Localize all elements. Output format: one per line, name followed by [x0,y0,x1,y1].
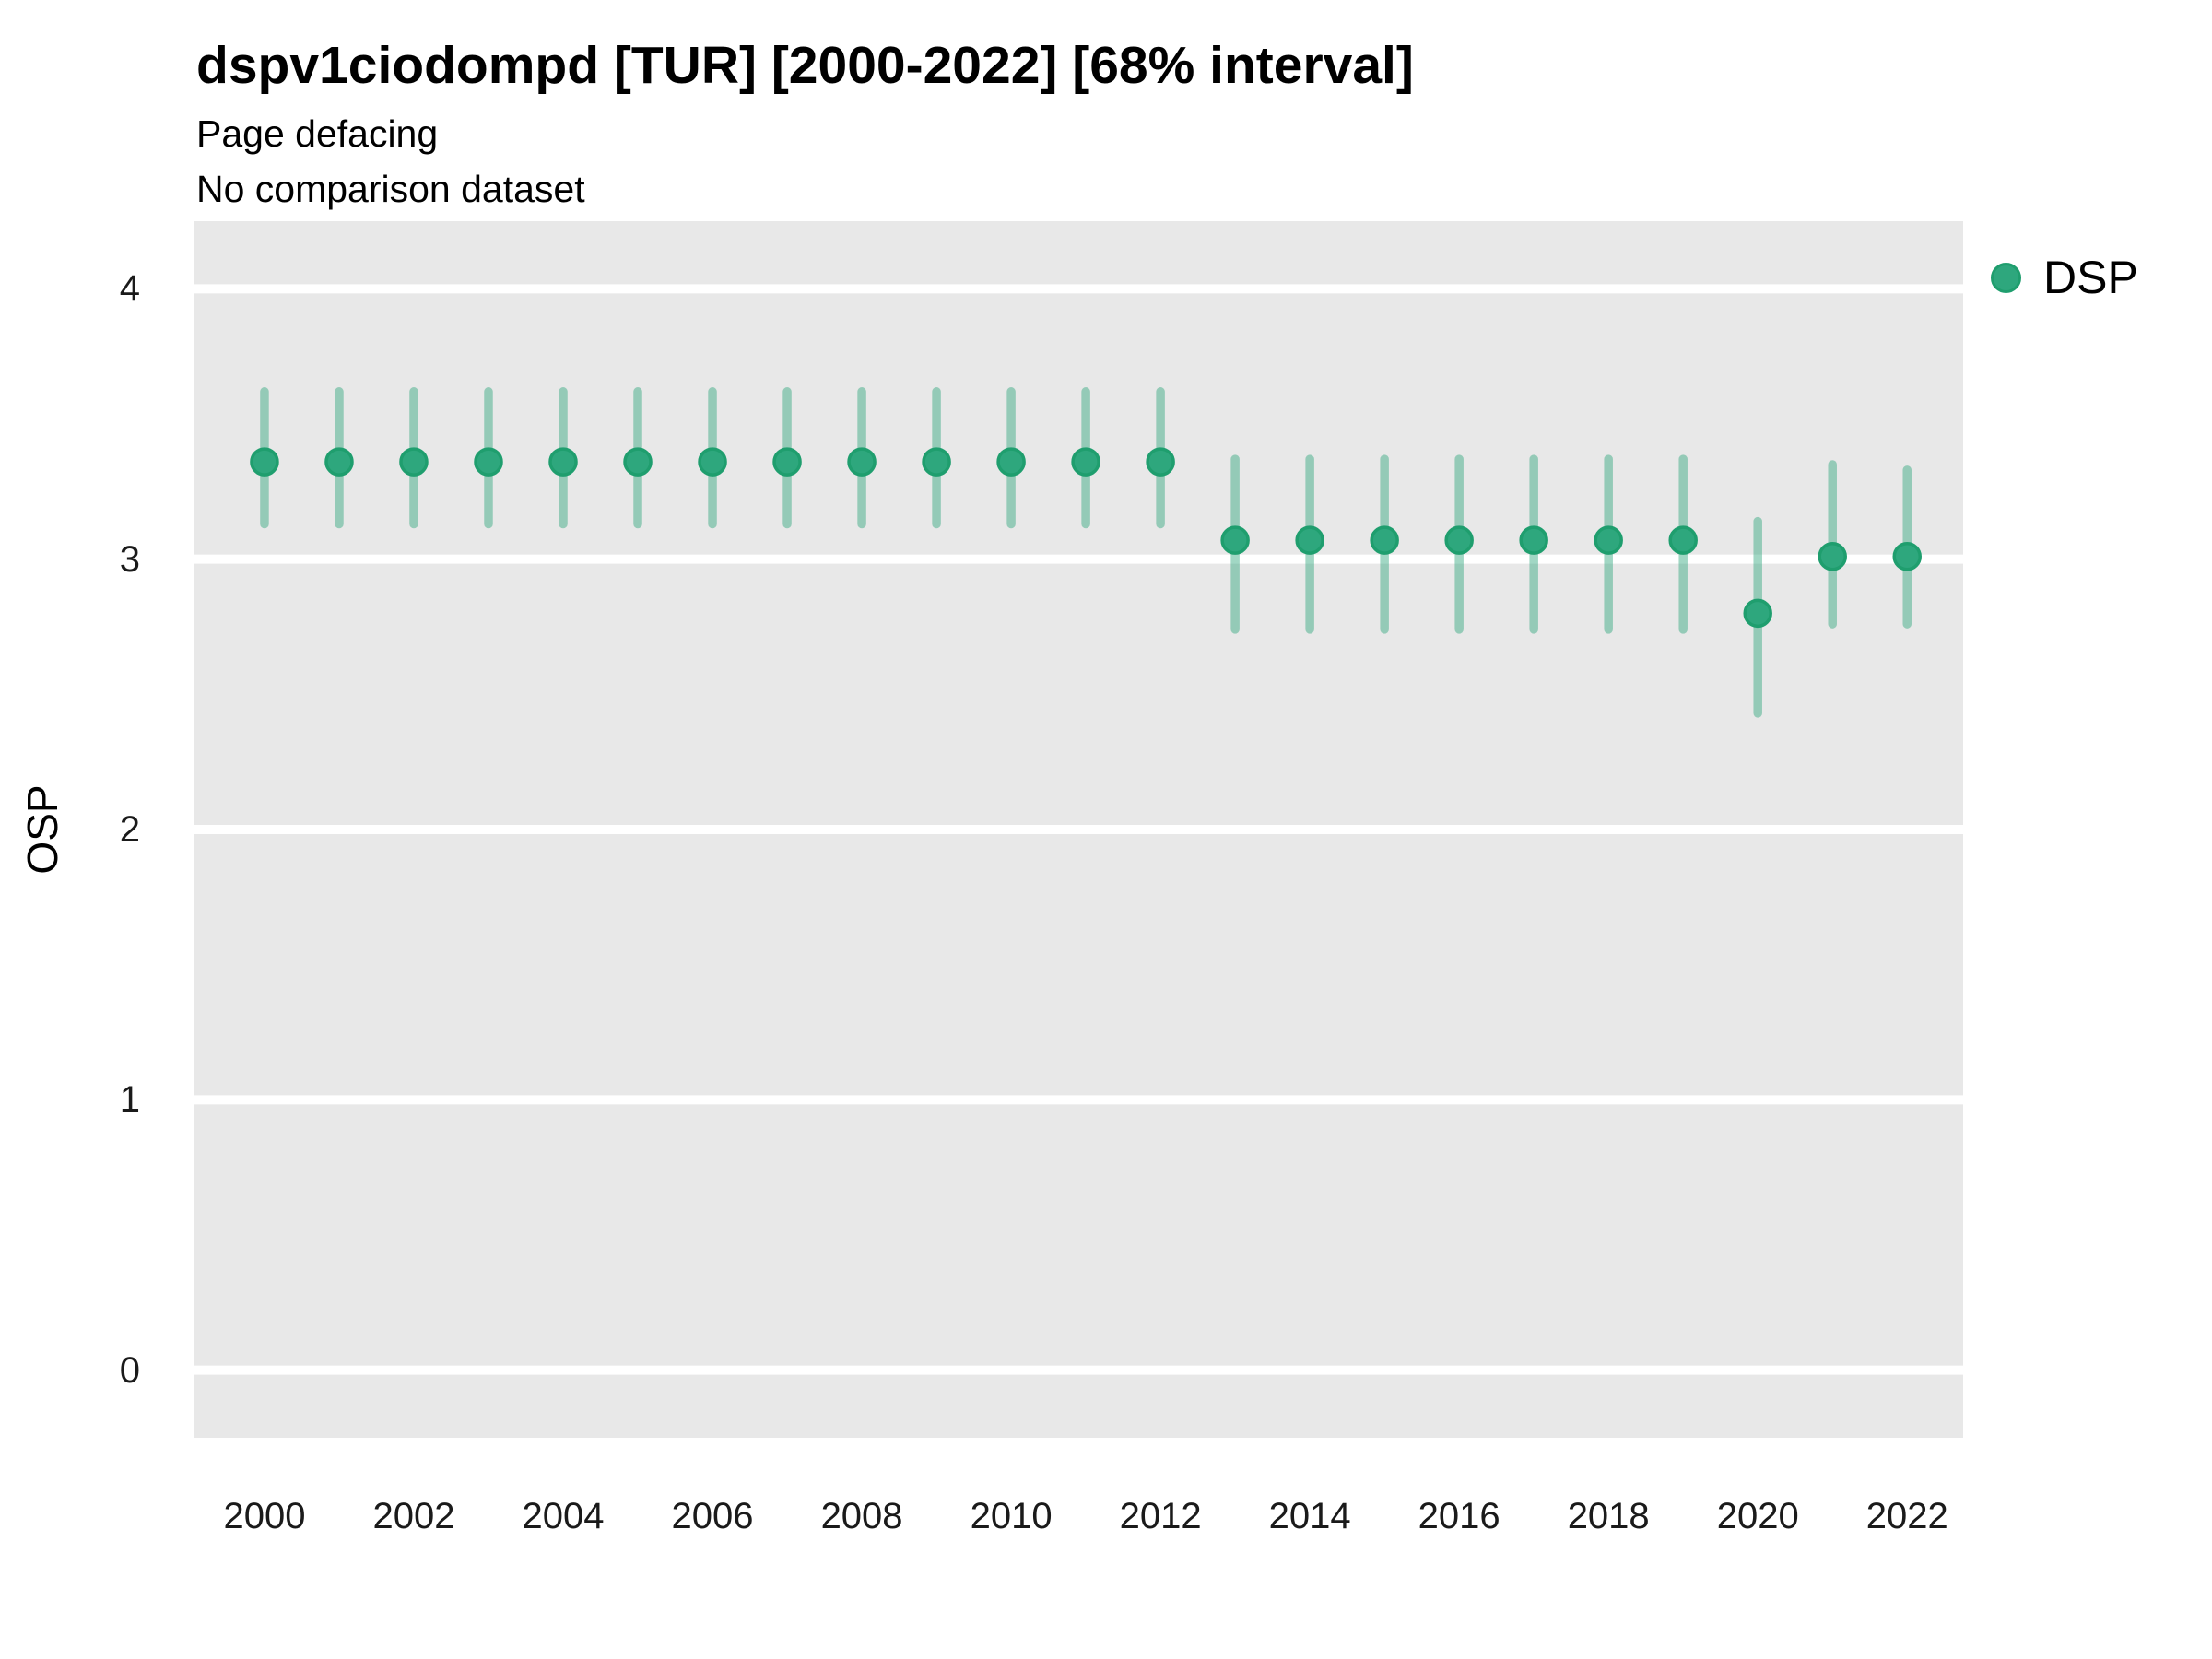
data-point-2015 [1370,525,1399,555]
data-point-2010 [996,447,1026,477]
data-point-2002 [399,447,429,477]
chart-subtitle-note: No comparison dataset [196,168,585,210]
data-point-2000 [250,447,279,477]
chart-subtitle: Page defacing [196,112,439,155]
x-tick-label-2012: 2012 [1119,1496,1202,1536]
data-point-2022 [1892,541,1922,571]
legend-point-icon [1991,262,2021,293]
data-point-2017 [1519,525,1548,555]
x-tick-label-2006: 2006 [671,1496,754,1536]
x-tick-label-2004: 2004 [522,1496,605,1536]
data-point-2001 [324,447,354,477]
y-tick-label-2: 2 [119,809,140,850]
data-point-2011 [1071,447,1100,477]
data-point-2005 [623,447,653,477]
chart-title: dspv1ciodompd [TUR] [2000-2022] [68% int… [196,36,1414,95]
data-point-2006 [698,447,727,477]
data-point-2019 [1668,525,1698,555]
data-point-2012 [1146,447,1175,477]
x-tick-label-2022: 2022 [1865,1496,1948,1536]
data-point-2003 [474,447,503,477]
data-point-2020 [1743,598,1772,629]
data-point-2007 [772,447,802,477]
y-tick-label-0: 0 [119,1349,140,1391]
x-tick-label-2018: 2018 [1567,1496,1650,1536]
y-tick-label-3: 3 [119,538,140,580]
legend-label: DSP [2043,252,2138,303]
y-tick-label-1: 1 [119,1079,140,1121]
data-point-2016 [1444,525,1474,555]
data-point-2013 [1220,525,1250,555]
data-point-2009 [922,447,951,477]
legend: DSP [1991,251,2138,304]
data-point-2008 [847,447,877,477]
data-point-2018 [1594,525,1623,555]
data-point-2014 [1295,525,1324,555]
y-tick-label-4: 4 [119,268,140,310]
x-tick-label-2014: 2014 [1268,1496,1351,1536]
x-tick-label-2000: 2000 [223,1496,306,1536]
x-tick-label-2010: 2010 [970,1496,1053,1536]
x-tick-label-2008: 2008 [820,1496,903,1536]
data-point-2004 [548,447,578,477]
plot-panel [194,221,1963,1438]
x-tick-label-2002: 2002 [372,1496,455,1536]
x-tick-label-2020: 2020 [1716,1496,1799,1536]
x-tick-label-2016: 2016 [1418,1496,1500,1536]
data-point-2021 [1818,541,1847,571]
